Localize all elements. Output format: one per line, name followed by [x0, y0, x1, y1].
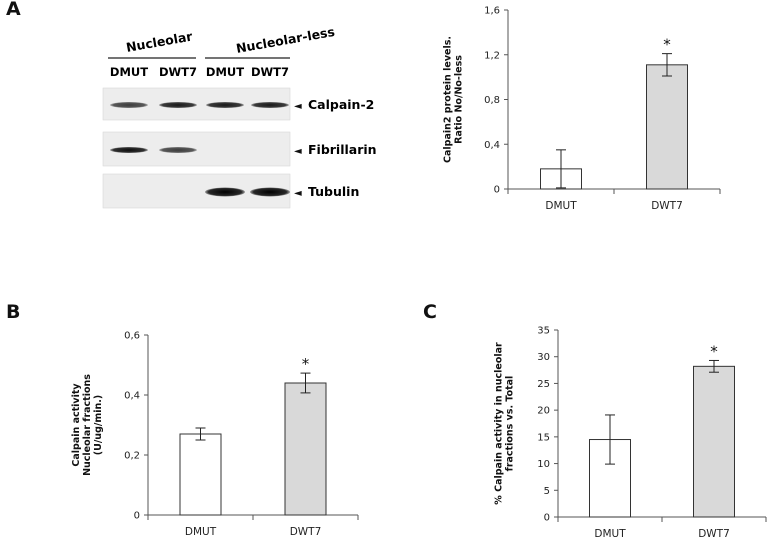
- blot-band: [110, 102, 148, 108]
- blot-band: [159, 102, 197, 108]
- chart-c: 0 5 10 15 20 25 30 35 DMUT DWT7 * % Calpain activit…: [494, 326, 767, 540]
- y-tick-label: 0: [544, 513, 550, 524]
- lane-label-3: DMUT: [206, 65, 244, 79]
- y-tick-label: 5: [544, 486, 550, 497]
- x-tick-label: DMUT: [594, 528, 626, 540]
- x-tick-label: DWT7: [698, 528, 730, 540]
- y-tick-label: 0,6: [124, 331, 140, 342]
- y-tick-label: 0,2: [124, 451, 140, 462]
- group-label-nucleolar: Nucleolar: [125, 28, 194, 55]
- bar-dmut: [179, 433, 222, 516]
- x-tick-label: DWT7: [651, 200, 683, 212]
- blot-arrow: ◄: [294, 101, 302, 112]
- y-axis-label-line: Calpain2 protein levels.: [443, 36, 454, 163]
- bar-dwt7: [693, 365, 735, 518]
- blot-arrow: ◄: [294, 146, 302, 157]
- y-axis-label-line: Ratio No/No-less: [454, 55, 465, 144]
- panel-letter-a: A: [6, 0, 21, 20]
- y-axis-label: Calpain2 protein levels.Ratio No/No-less: [443, 36, 465, 163]
- y-tick-label: 20: [537, 406, 550, 417]
- significance-marker: *: [663, 36, 671, 54]
- blot-band: [205, 187, 245, 197]
- blot-band: [159, 147, 197, 153]
- chart-b: 0 0,2 0,4 0,6 DMUT DWT7 * Calpain activityNucle…: [71, 331, 359, 538]
- y-tick-label: 10: [537, 459, 550, 470]
- y-tick-label: 1,6: [484, 6, 500, 17]
- x-tick-label: DMUT: [185, 526, 217, 538]
- y-axis-label-line: % Calpain activity in nucleolar: [494, 342, 505, 505]
- panel-letter-b: B: [6, 301, 21, 323]
- blot-row-label: Fibrillarin: [308, 142, 377, 157]
- chart-a: 0 0,4 0,8 1,2 1,6 DMUT DWT7 * Calpain2 protein l…: [443, 6, 721, 212]
- lane-label-1: DMUT: [110, 65, 148, 79]
- blot-band: [251, 102, 289, 108]
- blot-arrow: ◄: [294, 188, 302, 199]
- blot-band: [250, 187, 290, 197]
- panel-letter-c: C: [423, 301, 437, 323]
- y-tick-label: 1,2: [484, 50, 500, 61]
- y-tick-label: 35: [537, 326, 550, 337]
- y-tick-label: 25: [537, 379, 550, 390]
- y-tick-label: 0: [494, 185, 500, 196]
- lane-label-2: DWT7: [159, 65, 197, 79]
- y-tick-label: 0: [134, 511, 140, 522]
- y-tick-label: 15: [537, 432, 550, 443]
- group-label-nucleolar-less: Nucleolar-less: [235, 24, 336, 56]
- x-tick-label: DWT7: [290, 526, 322, 538]
- y-axis-label-line: (U/ug/min.): [93, 395, 104, 455]
- blot-band: [110, 147, 148, 153]
- y-tick-label: 0,4: [484, 140, 500, 151]
- x-tick-label: DMUT: [545, 200, 577, 212]
- y-axis-label: Calpain activityNucleolar fractions(U/ug…: [71, 374, 104, 476]
- significance-marker: *: [302, 355, 310, 373]
- y-axis-label-line: fractions vs. Total: [505, 376, 516, 472]
- y-tick-label: 0,4: [124, 391, 140, 402]
- blot-band: [206, 102, 244, 108]
- lane-label-4: DWT7: [251, 65, 289, 79]
- bar-dwt7: [646, 64, 688, 190]
- y-tick-label: 0,8: [484, 95, 500, 106]
- western-blot: Nucleolar Nucleolar-less DMUT DWT7 DMUT …: [102, 24, 377, 209]
- blot-row-label: Tubulin: [308, 184, 359, 199]
- y-axis-label: % Calpain activity in nucleolarfractions…: [494, 342, 516, 505]
- significance-marker: *: [710, 342, 718, 360]
- blot-row-label: Calpain-2: [308, 97, 374, 112]
- bar-dwt7: [284, 382, 327, 516]
- y-axis-label-line: Nucleolar fractions: [82, 374, 93, 476]
- y-axis-label-line: Calpain activity: [71, 383, 82, 467]
- y-tick-label: 30: [537, 352, 550, 363]
